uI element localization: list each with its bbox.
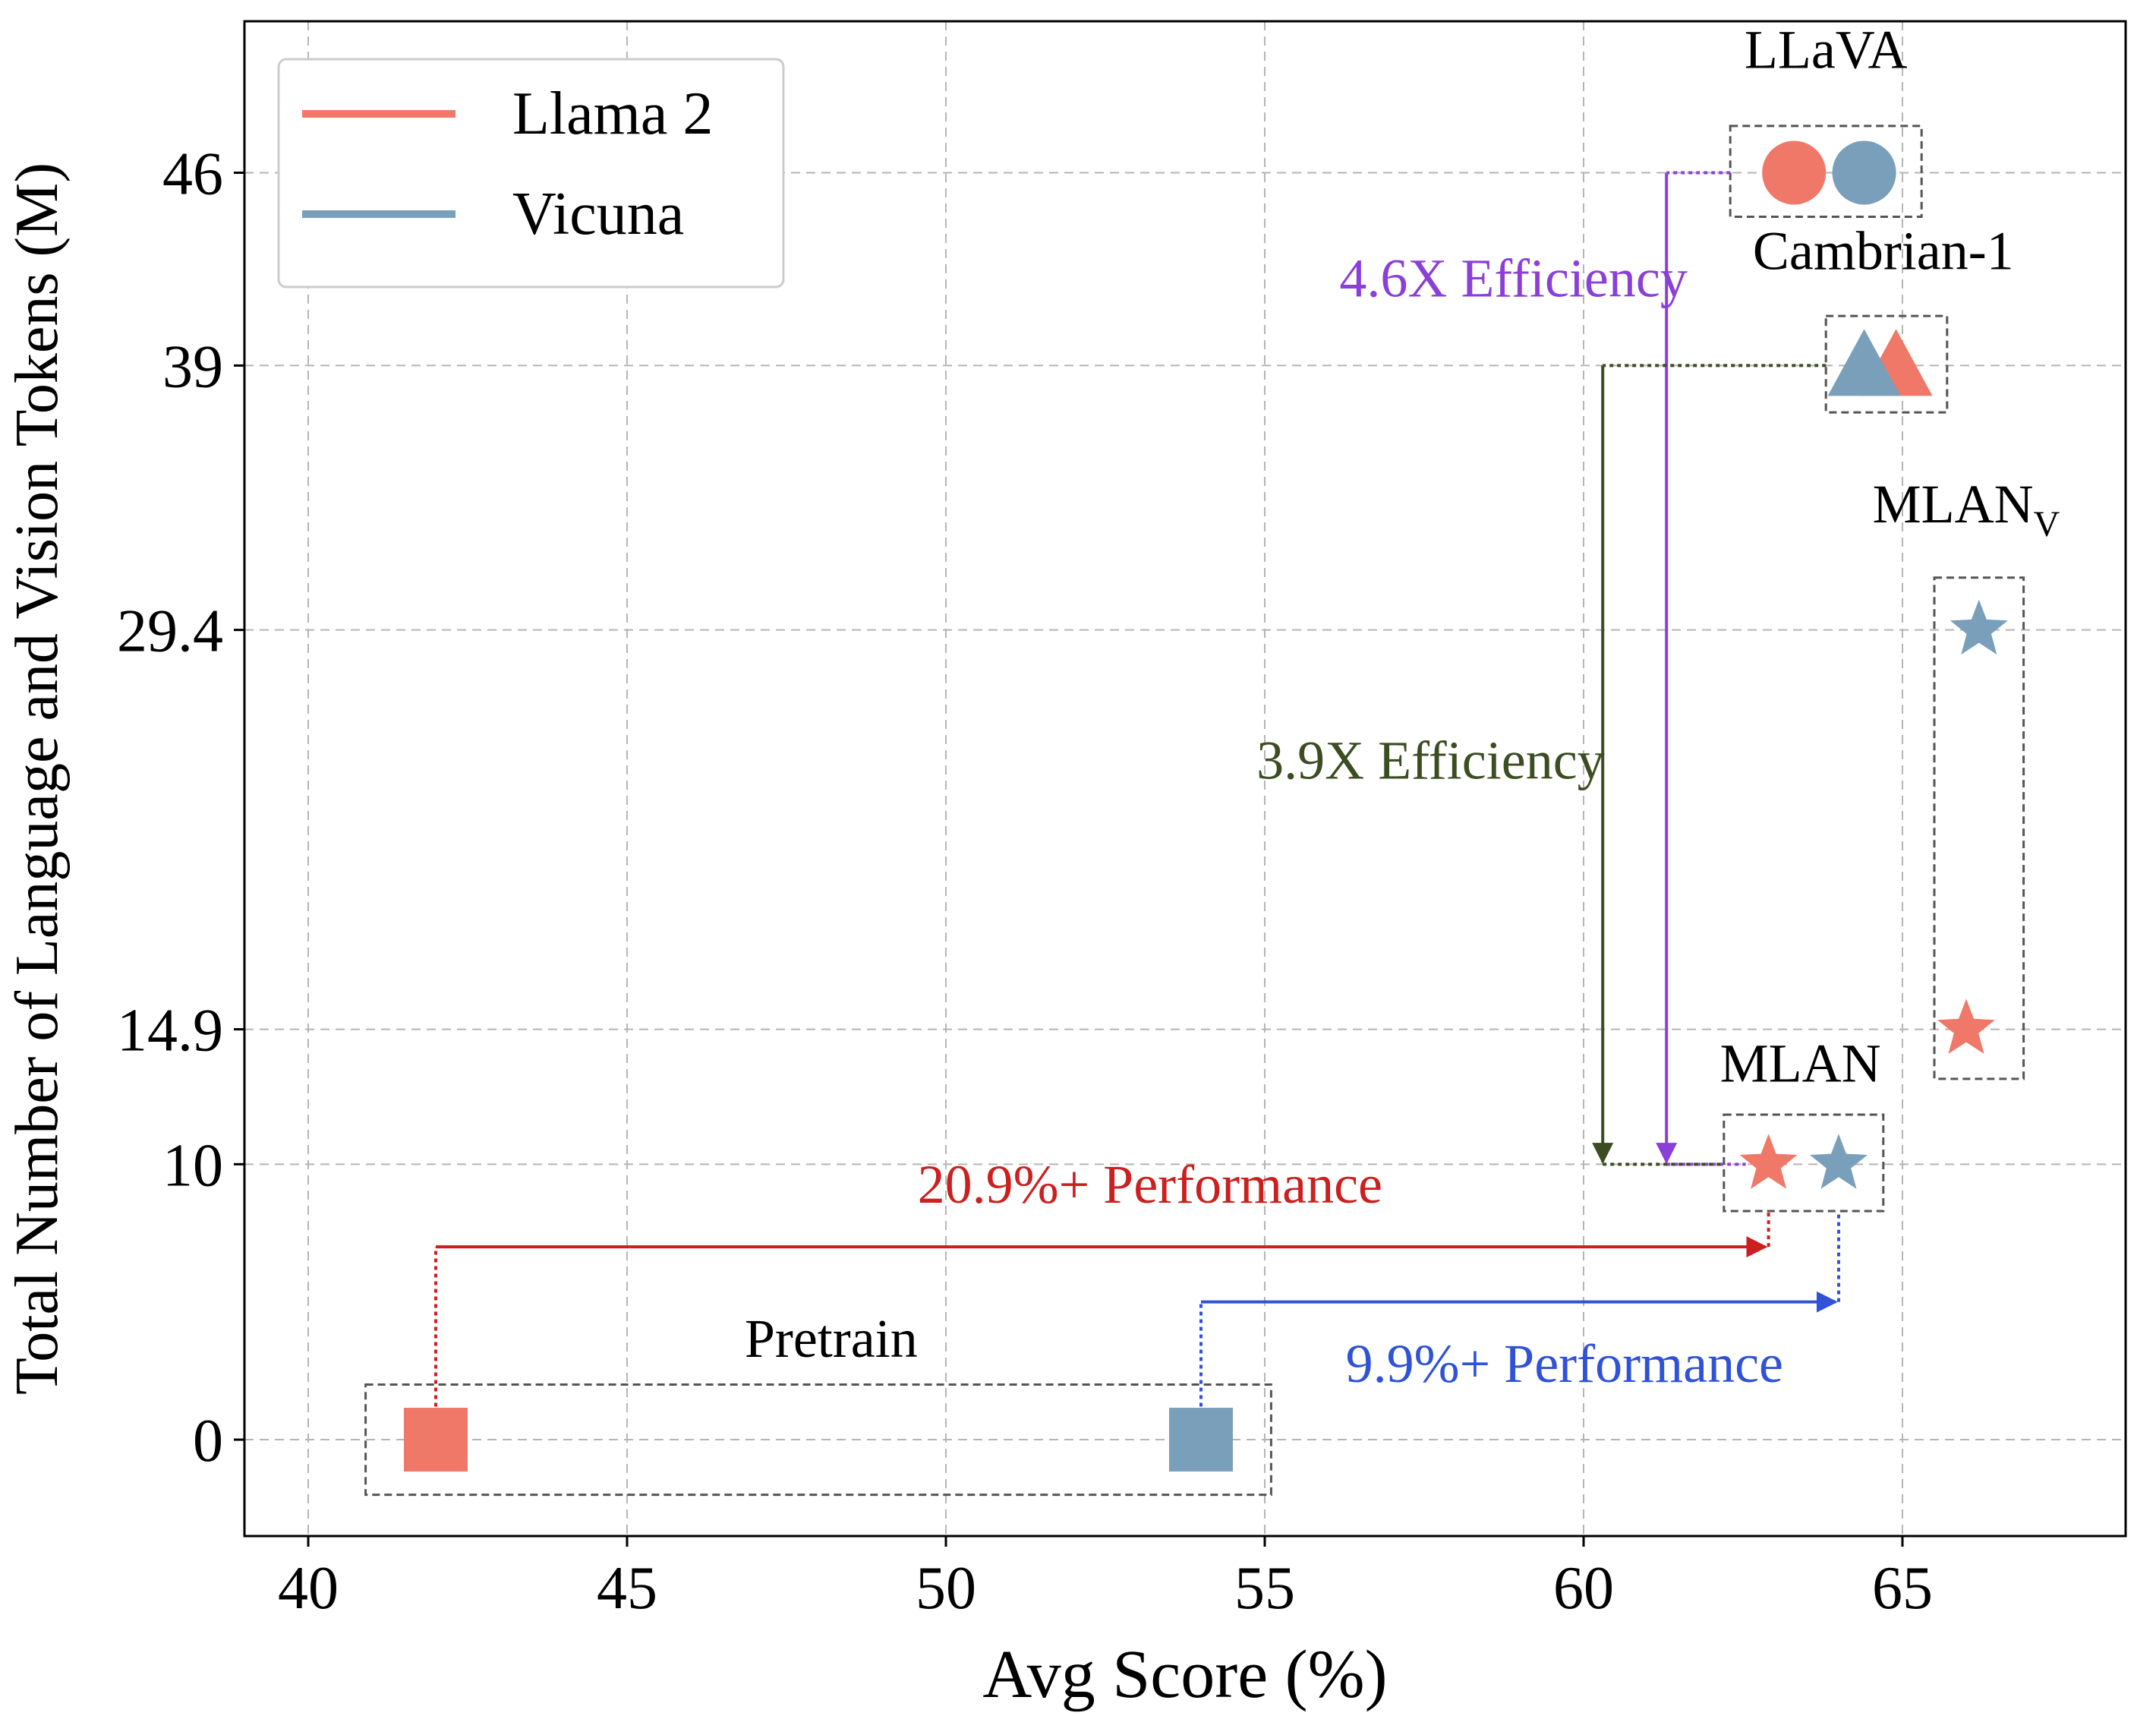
group-box-pretrain xyxy=(364,1383,1272,1497)
group-box-mlan xyxy=(1723,1113,1885,1213)
x-tick-label: 65 xyxy=(1872,1555,1933,1622)
llava-vicuna-circle xyxy=(1832,140,1896,205)
legend: Llama 2 Vicuna xyxy=(277,58,785,289)
y-tick-label: 14.9 xyxy=(117,998,223,1065)
y-tick-label: 46 xyxy=(162,141,223,208)
cambrian-1-vicuna-triangle xyxy=(1827,329,1901,396)
y-axis-label: Total Number of Language and Vision Toke… xyxy=(4,162,71,1395)
llava-llama-2-circle xyxy=(1762,140,1827,205)
annotation-llama-performance: 20.9%+ Performance xyxy=(918,1154,1382,1215)
x-tick-label: 40 xyxy=(278,1555,339,1622)
pretrain-llama-2-square xyxy=(404,1408,468,1472)
x-tick-label: 60 xyxy=(1553,1555,1614,1622)
annotation-arrows xyxy=(434,171,1840,1407)
group-label-mlan-v-main: MLAN xyxy=(1873,474,2034,535)
annotation-llava-efficiency: 4.6X Efficiency xyxy=(1339,248,1688,309)
group-box-mlan_v xyxy=(1933,576,2025,1080)
y-tick-label: 39 xyxy=(162,333,223,400)
x-tick-label: 45 xyxy=(597,1555,657,1622)
mlan-vicuna-star xyxy=(1810,1134,1868,1189)
group-label-mlan-v-subscript: V xyxy=(2034,504,2060,544)
annotation-cambrian-efficiency: 3.9X Efficiency xyxy=(1256,730,1605,791)
data-points xyxy=(404,140,2008,1472)
plot-frame xyxy=(243,20,2127,1538)
mlan-llama-2-star xyxy=(1739,1134,1798,1189)
legend-label-vicuna: Vicuna xyxy=(512,181,684,248)
x-tick-label: 55 xyxy=(1234,1555,1295,1622)
group-boxes xyxy=(364,125,2025,1497)
x-axis-label: Avg Score (%) xyxy=(982,1637,1387,1712)
group-box-llava xyxy=(1729,125,1923,219)
group-label-llava: LLaVA xyxy=(1745,20,1908,80)
y-tick-label: 10 xyxy=(162,1132,223,1199)
y-tick-label: 0 xyxy=(193,1408,223,1475)
pretrain-vicuna-square xyxy=(1169,1408,1233,1472)
group-label-mlan: MLAN xyxy=(1720,1033,1881,1094)
legend-label-llama: Llama 2 xyxy=(512,80,713,147)
group-label-mlan-v: MLANV xyxy=(1873,474,2060,544)
y-tick-label: 29.4 xyxy=(117,598,223,665)
group-label-pretrain: Pretrain xyxy=(745,1308,918,1369)
x-tick-label: 50 xyxy=(916,1555,976,1622)
mlan-v-llama-2-star xyxy=(1937,998,1995,1054)
axis-ticks: 40 45 50 55 60 65 0 10 14.9 29.4 39 46 xyxy=(117,141,1933,1623)
group-label-cambrian: Cambrian-1 xyxy=(1753,220,2014,281)
mlan-v-vicuna-star xyxy=(1950,599,2008,655)
annotation-vicuna-performance: 9.9%+ Performance xyxy=(1346,1333,1783,1394)
